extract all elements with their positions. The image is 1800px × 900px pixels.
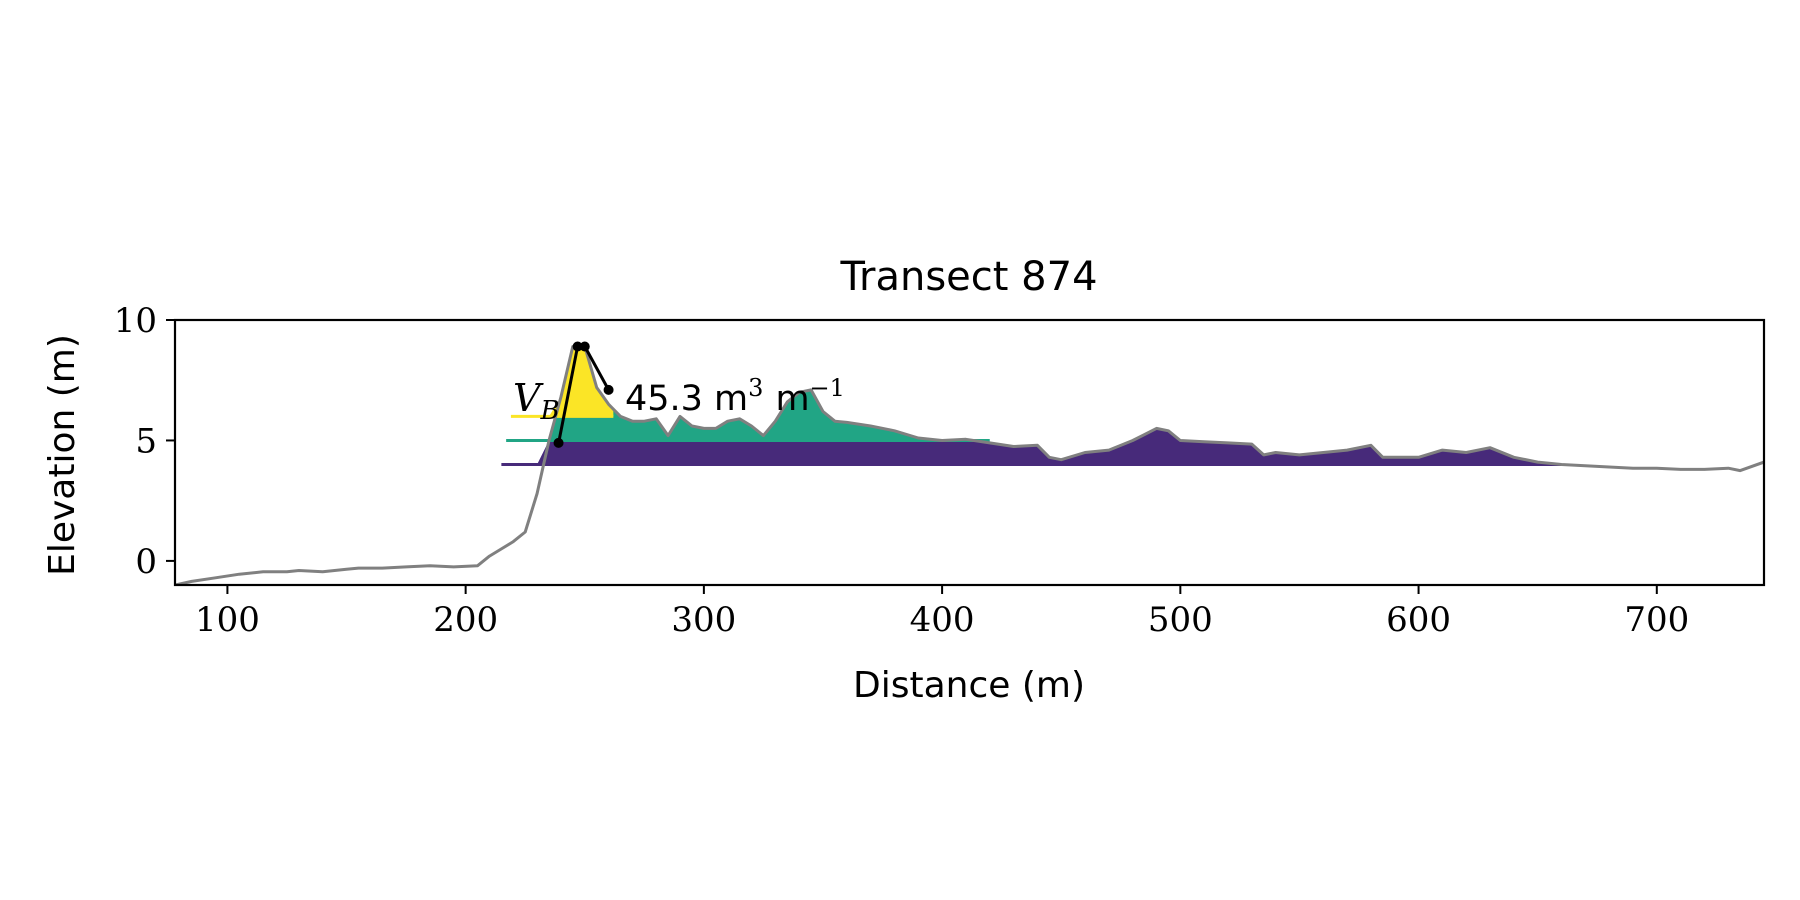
y-axis: 0 5 10 xyxy=(114,301,175,582)
dune-point-marker xyxy=(553,437,564,448)
volume-symbol: VB xyxy=(513,376,560,426)
dune-point-marker xyxy=(579,341,590,352)
x-tick-label: 600 xyxy=(1386,600,1451,640)
y-tick-label: 0 xyxy=(135,542,157,582)
x-tick-label: 400 xyxy=(910,600,975,640)
y-axis-label: Elevation (m) xyxy=(42,334,83,576)
x-tick-label: 100 xyxy=(195,600,260,640)
y-tick-label: 10 xyxy=(114,301,157,341)
axes-frame xyxy=(173,318,1766,587)
dune-point-marker xyxy=(572,341,583,352)
dune-point-marker xyxy=(603,384,614,395)
x-tick-label: 700 xyxy=(1624,600,1689,640)
volume-value-label: 45.3 m3 m−1 xyxy=(625,374,845,419)
x-axis-label: Distance (m) xyxy=(853,665,1085,706)
y-tick-label: 5 xyxy=(135,421,157,461)
plot-area xyxy=(175,345,1764,585)
x-tick-label: 500 xyxy=(1148,600,1213,640)
elevation-profile-line xyxy=(175,345,1764,585)
x-tick-label: 200 xyxy=(433,600,498,640)
annotation-layer: VB 45.3 m3 m−1 xyxy=(513,341,845,448)
chart-title: Transect 874 xyxy=(839,254,1097,300)
x-tick-label: 300 xyxy=(671,600,736,640)
fill-level-mid xyxy=(506,346,990,441)
fill-level-high xyxy=(510,346,614,417)
x-axis: 100 200 300 400 500 600 700 xyxy=(195,585,1689,640)
